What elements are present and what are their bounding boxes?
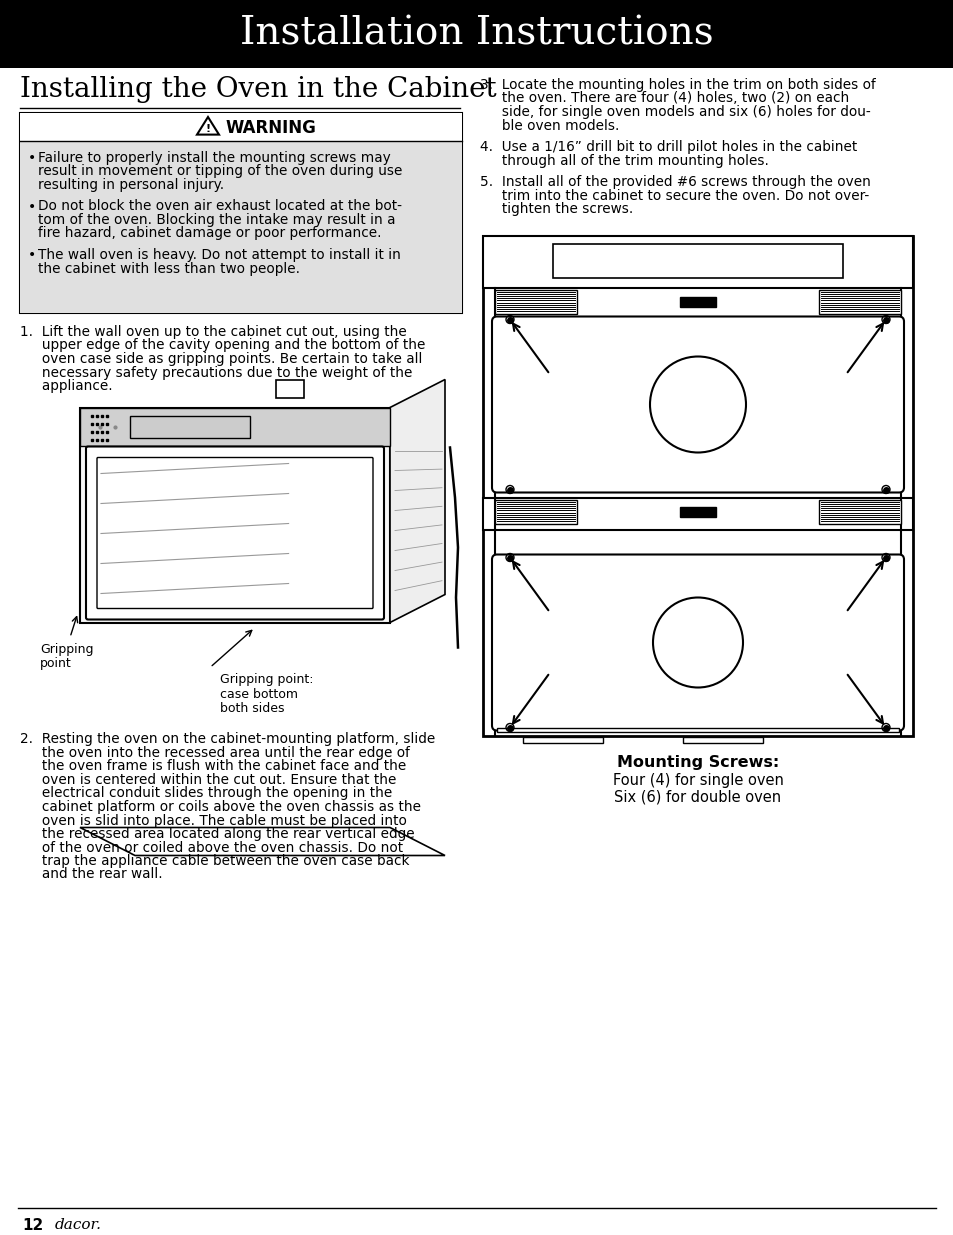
Text: Do not block the oven air exhaust located at the bot-: Do not block the oven air exhaust locate… <box>38 200 401 214</box>
Text: oven is slid into place. The cable must be placed into: oven is slid into place. The cable must … <box>20 814 406 827</box>
Polygon shape <box>196 117 219 135</box>
Bar <box>20 141 461 312</box>
Bar <box>682 736 762 742</box>
Text: WARNING: WARNING <box>226 119 316 137</box>
Text: appliance.: appliance. <box>20 379 112 393</box>
Bar <box>679 296 716 306</box>
Text: Failure to properly install the mounting screws may: Failure to properly install the mounting… <box>38 151 391 165</box>
Bar <box>495 499 577 524</box>
Text: oven case side as gripping points. Be certain to take all: oven case side as gripping points. Be ce… <box>20 352 422 366</box>
Bar <box>20 112 461 141</box>
FancyBboxPatch shape <box>97 457 373 609</box>
Text: tighten the screws.: tighten the screws. <box>479 203 633 216</box>
Bar <box>482 236 912 736</box>
Text: through all of the trim mounting holes.: through all of the trim mounting holes. <box>479 153 768 168</box>
Text: 1.  Lift the wall oven up to the cabinet cut out, using the: 1. Lift the wall oven up to the cabinet … <box>20 325 406 338</box>
Text: •: • <box>28 248 36 262</box>
Text: result in movement or tipping of the oven during use: result in movement or tipping of the ove… <box>38 164 402 179</box>
Polygon shape <box>390 379 444 622</box>
Bar <box>482 236 912 288</box>
Text: dacor.: dacor. <box>55 1218 102 1233</box>
Bar <box>80 408 390 622</box>
Text: upper edge of the cavity opening and the bottom of the: upper edge of the cavity opening and the… <box>20 338 425 352</box>
Bar <box>818 499 900 524</box>
Bar <box>497 727 898 731</box>
Text: Gripping point:
case bottom
both sides: Gripping point: case bottom both sides <box>220 673 314 715</box>
Text: Installation Instructions: Installation Instructions <box>240 16 713 53</box>
Bar <box>482 498 912 530</box>
Bar <box>130 415 250 437</box>
Polygon shape <box>275 379 304 398</box>
Bar <box>818 289 900 314</box>
Text: ble oven models.: ble oven models. <box>479 119 618 132</box>
Bar <box>20 112 461 312</box>
Bar <box>522 736 602 742</box>
Text: 3.  Locate the mounting holes in the trim on both sides of: 3. Locate the mounting holes in the trim… <box>479 78 875 91</box>
Text: the oven. There are four (4) holes, two (2) on each: the oven. There are four (4) holes, two … <box>479 91 848 105</box>
Text: The wall oven is heavy. Do not attempt to install it in: The wall oven is heavy. Do not attempt t… <box>38 248 400 262</box>
Bar <box>80 408 390 446</box>
Text: of the oven or coiled above the oven chassis. Do not: of the oven or coiled above the oven cha… <box>20 841 403 855</box>
Bar <box>553 243 842 278</box>
Text: Mounting Screws:: Mounting Screws: <box>617 756 779 771</box>
Bar <box>495 289 577 314</box>
Text: trap the appliance cable between the oven case back: trap the appliance cable between the ove… <box>20 853 409 868</box>
Text: cabinet platform or coils above the oven chassis as the: cabinet platform or coils above the oven… <box>20 800 420 814</box>
Text: Gripping
point: Gripping point <box>40 642 93 671</box>
Text: 4.  Use a 1/16” drill bit to drill pilot holes in the cabinet: 4. Use a 1/16” drill bit to drill pilot … <box>479 140 857 154</box>
Text: the cabinet with less than two people.: the cabinet with less than two people. <box>38 262 299 275</box>
Text: the oven frame is flush with the cabinet face and the: the oven frame is flush with the cabinet… <box>20 760 406 773</box>
FancyBboxPatch shape <box>86 447 384 620</box>
Text: Six (6) for double oven: Six (6) for double oven <box>614 789 781 804</box>
Text: oven is centered within the cut out. Ensure that the: oven is centered within the cut out. Ens… <box>20 773 395 787</box>
Text: •: • <box>28 151 36 165</box>
Text: trim into the cabinet to secure the oven. Do not over-: trim into the cabinet to secure the oven… <box>479 189 868 203</box>
Text: 2.  Resting the oven on the cabinet-mounting platform, slide: 2. Resting the oven on the cabinet-mount… <box>20 732 435 746</box>
Polygon shape <box>80 827 444 856</box>
Bar <box>679 506 716 516</box>
Text: side, for single oven models and six (6) holes for dou-: side, for single oven models and six (6)… <box>479 105 870 119</box>
Text: 5.  Install all of the provided #6 screws through the oven: 5. Install all of the provided #6 screws… <box>479 175 870 189</box>
Text: Installing the Oven in the Cabinet: Installing the Oven in the Cabinet <box>20 77 497 103</box>
Text: the recessed area located along the rear vertical edge: the recessed area located along the rear… <box>20 827 415 841</box>
Text: !: ! <box>205 124 211 135</box>
Text: electrical conduit slides through the opening in the: electrical conduit slides through the op… <box>20 787 392 800</box>
Text: fire hazard, cabinet damage or poor performance.: fire hazard, cabinet damage or poor perf… <box>38 226 381 241</box>
FancyBboxPatch shape <box>492 316 903 493</box>
Bar <box>0 0 953 68</box>
Text: resulting in personal injury.: resulting in personal injury. <box>38 178 224 191</box>
Text: Four (4) for single oven: Four (4) for single oven <box>612 773 782 788</box>
Text: necessary safety precautions due to the weight of the: necessary safety precautions due to the … <box>20 366 412 379</box>
Text: 12: 12 <box>22 1218 43 1233</box>
Text: tom of the oven. Blocking the intake may result in a: tom of the oven. Blocking the intake may… <box>38 212 395 227</box>
Text: and the rear wall.: and the rear wall. <box>20 867 162 882</box>
FancyBboxPatch shape <box>492 555 903 730</box>
Text: •: • <box>28 200 36 214</box>
Text: the oven into the recessed area until the rear edge of: the oven into the recessed area until th… <box>20 746 410 760</box>
